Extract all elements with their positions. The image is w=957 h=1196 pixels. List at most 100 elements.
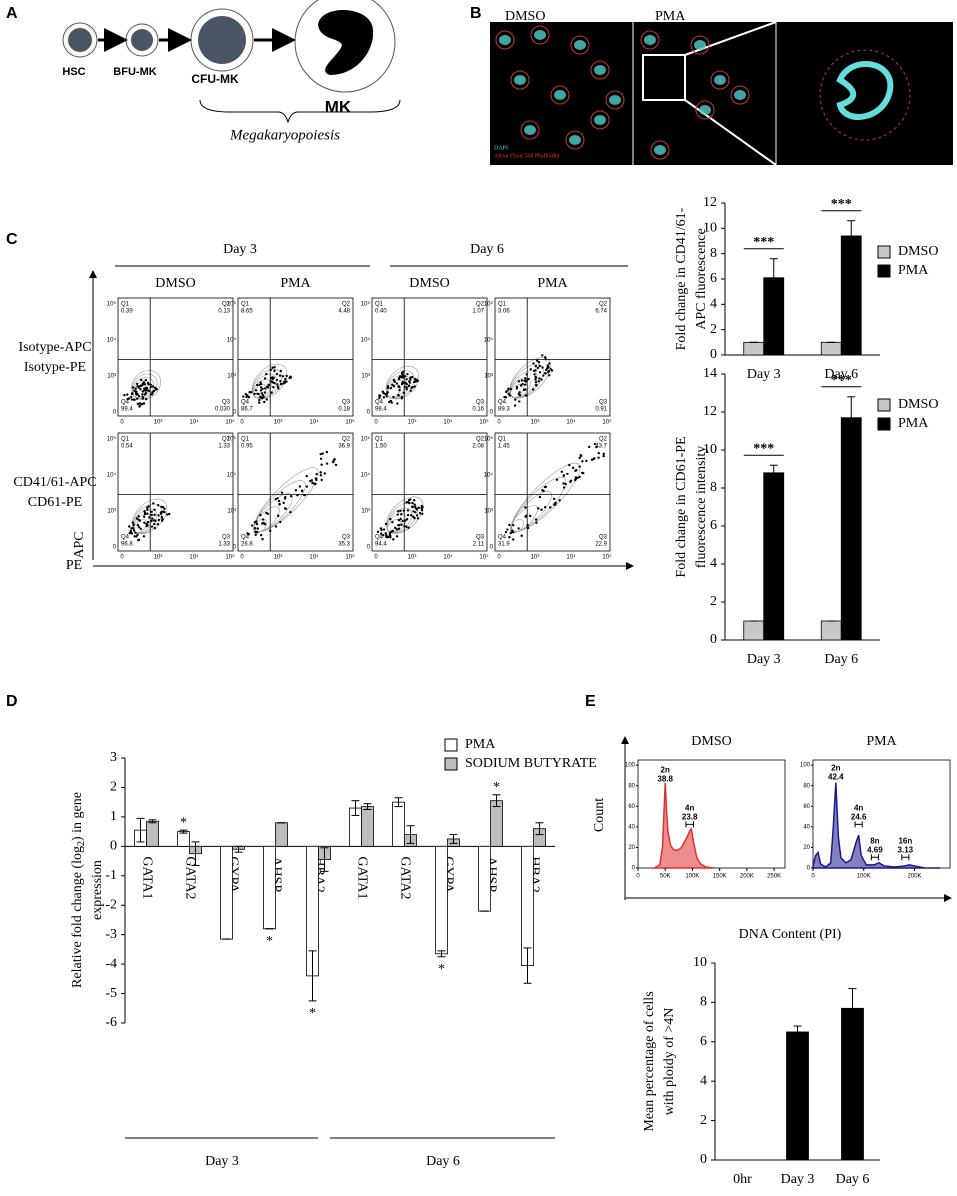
panel-label: D (6, 693, 18, 710)
event (389, 399, 393, 403)
nucleus (699, 105, 711, 115)
event (545, 368, 548, 372)
event (281, 375, 285, 378)
y-tick-label: 20 (628, 845, 635, 851)
event (320, 463, 323, 466)
quadrant-value: 1.07 (472, 309, 484, 315)
y-tick-label: -2 (105, 897, 117, 912)
event (413, 380, 416, 384)
contour (254, 467, 319, 532)
y-tick-label: -4 (105, 956, 117, 971)
event (254, 530, 257, 534)
quadrant-value: 0.39 (121, 309, 133, 315)
y-axis-label: Fold change in CD61-PE (674, 436, 689, 577)
bar (361, 806, 374, 847)
event (508, 394, 512, 397)
bar (743, 620, 765, 641)
event (153, 513, 156, 517)
flow-tick-label: 10⁵ (107, 436, 117, 443)
event (602, 452, 605, 456)
event (576, 476, 579, 480)
nucleus (734, 90, 746, 100)
event (409, 376, 412, 379)
event (284, 377, 287, 381)
event (386, 391, 389, 394)
event (255, 531, 259, 534)
event (508, 536, 511, 539)
event (265, 385, 269, 389)
event (139, 527, 143, 531)
legend-label: PMA (898, 263, 929, 278)
event (385, 395, 388, 398)
legend-swatch (877, 264, 891, 278)
x-tick-label: GATA2 (182, 856, 197, 899)
y-tick-label: 10 (703, 442, 717, 457)
legend-label: PMA (465, 737, 496, 752)
y-tick-label: 80 (803, 783, 810, 789)
event (260, 386, 263, 389)
event (134, 531, 137, 535)
event (538, 364, 541, 368)
event (321, 452, 324, 455)
event (309, 479, 312, 483)
cell-outline (520, 120, 540, 140)
bar (490, 800, 503, 847)
event (134, 390, 138, 394)
event (395, 382, 399, 385)
event (538, 371, 542, 374)
event (399, 517, 402, 521)
flow-tick-label: 10³ (107, 374, 116, 380)
y-axis-label: expression (90, 860, 105, 920)
event (145, 524, 148, 528)
flow-tick-label: 10⁵ (602, 554, 612, 561)
event (271, 366, 274, 369)
event (246, 394, 249, 397)
flow-tick-label: 10⁴ (361, 472, 371, 479)
event (280, 491, 284, 494)
y-tick-label: 8 (700, 995, 707, 1010)
event (517, 527, 520, 530)
event (161, 505, 165, 509)
event (284, 496, 287, 499)
bar (275, 822, 288, 847)
event (150, 510, 153, 514)
nucleus (594, 115, 606, 125)
event (271, 376, 274, 379)
event (593, 442, 597, 446)
event (141, 393, 144, 396)
event (140, 378, 143, 382)
event (579, 454, 582, 457)
event (279, 380, 282, 383)
event (130, 395, 133, 399)
event (548, 362, 551, 365)
event (256, 527, 260, 530)
histogram-area (651, 782, 715, 869)
event (407, 526, 410, 529)
event (575, 468, 578, 472)
event (130, 392, 134, 396)
event (126, 397, 129, 401)
event (537, 507, 540, 510)
event (250, 524, 254, 527)
event (544, 372, 547, 375)
quadrant-value: 22.9 (595, 542, 607, 548)
event (552, 497, 556, 501)
y-tick-label: 0 (110, 839, 117, 854)
legend-swatch (444, 757, 458, 771)
event (397, 510, 400, 513)
stain-label: DAPI (494, 145, 508, 151)
peak-name: 2n (831, 763, 840, 772)
bar (820, 341, 842, 356)
flow-tick-label: 10⁴ (189, 419, 199, 426)
event (400, 397, 403, 400)
quadrant-name: Q4 (121, 400, 130, 406)
event (381, 390, 385, 393)
panel-label: E (585, 693, 596, 710)
event (518, 391, 521, 394)
y-tick-label: -6 (105, 1015, 117, 1030)
event (332, 459, 336, 462)
x-tick-label: Day 3 (747, 652, 781, 667)
event (305, 474, 308, 478)
y-tick-label: 6 (710, 271, 717, 286)
significance: *** (753, 235, 774, 250)
